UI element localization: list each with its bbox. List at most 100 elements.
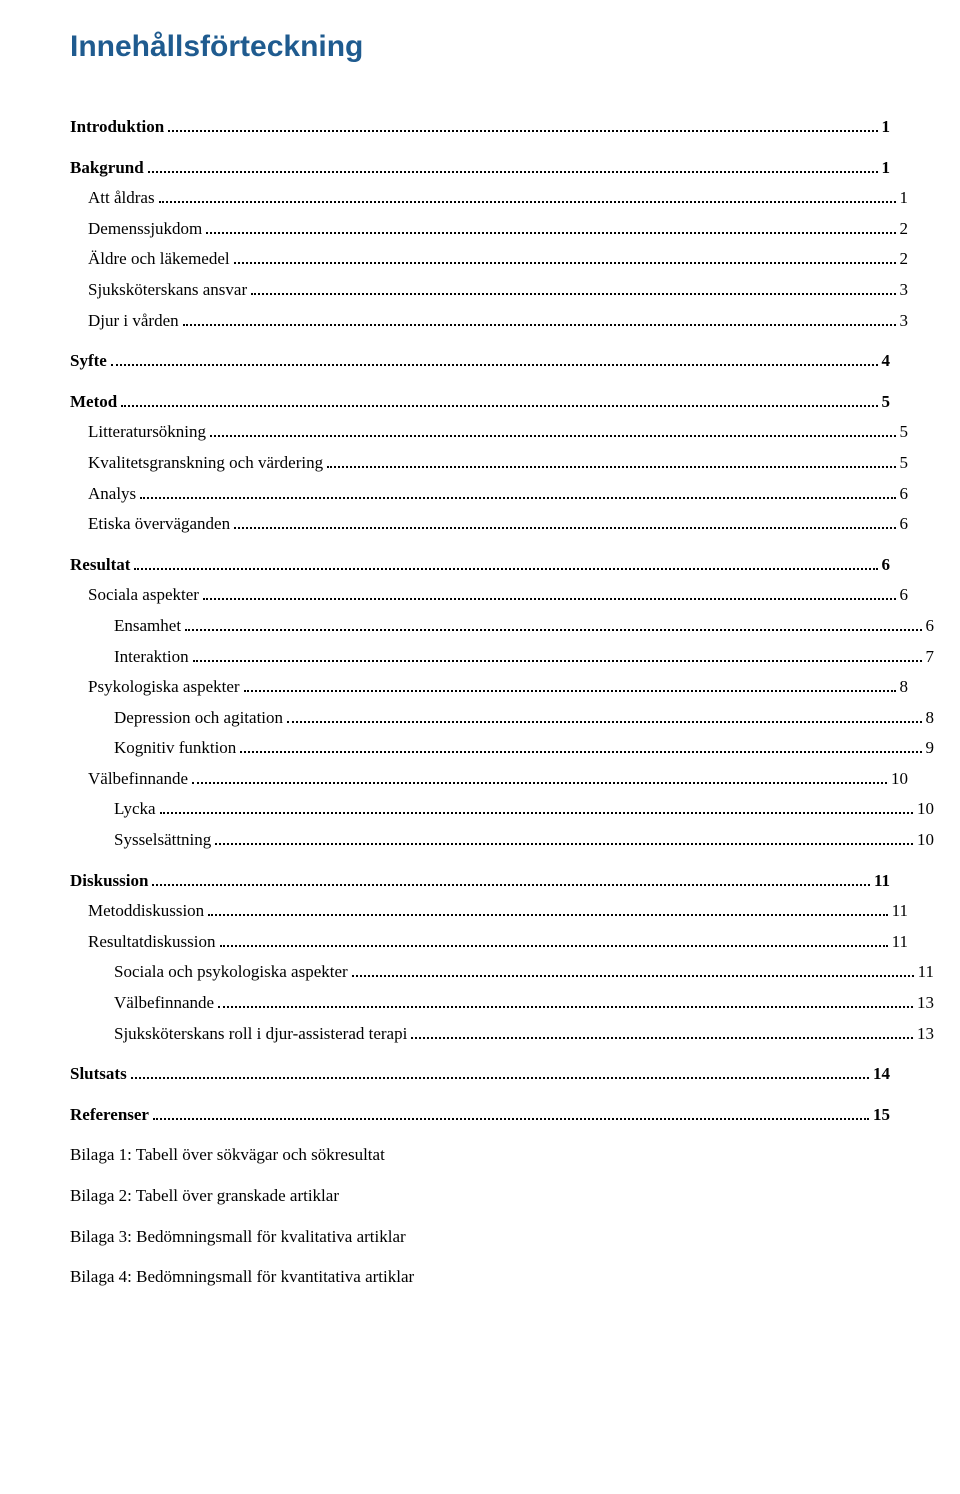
toc-leader-dots [240,738,921,753]
toc-leader-dots [159,188,896,203]
toc-label: Bilaga 2: Tabell över granskade artiklar [70,1181,339,1212]
toc-entry[interactable]: Bilaga 3: Bedömningsmall för kvalitativa… [70,1222,890,1253]
toc-label: Metoddiskussion [88,896,204,927]
toc-entry[interactable]: Ensamhet6 [114,611,934,642]
toc-leader-dots [121,391,877,406]
toc-label: Analys [88,479,136,510]
toc-page-number: 11 [874,866,890,897]
toc-label: Resultat [70,550,130,581]
toc-entry[interactable]: Sjuksköterskans ansvar3 [88,275,908,306]
toc-leader-dots [111,351,878,366]
section-gap [70,336,890,346]
toc-entry[interactable]: Analys6 [88,479,908,510]
toc-entry[interactable]: Kvalitetsgranskning och värdering5 [88,448,908,479]
toc-leader-dots [185,616,921,631]
toc-entry[interactable]: Psykologiska aspekter8 [88,672,908,703]
toc-label: Sysselsättning [114,825,211,856]
toc-page-number: 6 [882,550,891,581]
toc-page-number: 6 [900,580,909,611]
toc-leader-dots [411,1023,913,1038]
toc-leader-dots [234,514,895,529]
toc-entry[interactable]: Demenssjukdom2 [88,214,908,245]
toc-label: Slutsats [70,1059,127,1090]
toc-page-number: 13 [917,988,934,1019]
toc-entry[interactable]: Litteratursökning5 [88,417,908,448]
toc-entry[interactable]: Depression och agitation 8 [114,703,934,734]
toc-entry[interactable]: Bilaga 1: Tabell över sökvägar och sökre… [70,1140,890,1171]
toc-entry[interactable]: Äldre och läkemedel2 [88,244,908,275]
toc-entry[interactable]: Bilaga 2: Tabell över granskade artiklar [70,1181,890,1212]
toc-leader-dots [153,1105,869,1120]
section-gap [70,1252,890,1262]
table-of-contents: Introduktion1Bakgrund1Att åldras1Demenss… [70,112,890,1293]
toc-label: Sjuksköterskans ansvar [88,275,247,306]
toc-entry[interactable]: Djur i vården3 [88,306,908,337]
toc-label: Diskussion [70,866,148,897]
toc-page-number: 6 [900,509,909,540]
toc-leader-dots [327,453,895,468]
section-gap [70,1090,890,1100]
toc-entry[interactable]: Lycka10 [114,794,934,825]
toc-leader-dots [251,280,895,295]
toc-label: Bilaga 4: Bedömningsmall för kvantitativ… [70,1262,414,1293]
toc-entry[interactable]: Resultat 6 [70,550,890,581]
page-title: Innehållsförteckning [70,30,890,64]
toc-page-number: 11 [892,896,908,927]
toc-page-number: 11 [918,957,934,988]
toc-leader-dots [134,554,877,569]
section-gap [70,377,890,387]
toc-label: Litteratursökning [88,417,206,448]
toc-leader-dots [168,117,877,132]
page: Innehållsförteckning Introduktion1 Bakgru… [0,0,960,1494]
toc-label: Metod [70,387,117,418]
toc-entry[interactable]: Kognitiv funktion 9 [114,733,934,764]
toc-leader-dots [210,422,895,437]
toc-leader-dots [352,962,914,977]
toc-leader-dots [140,483,895,498]
toc-entry[interactable]: Sjuksköterskans roll i djur-assisterad t… [114,1019,934,1050]
toc-entry[interactable]: Sysselsättning 10 [114,825,934,856]
toc-entry[interactable]: Metoddiskussion 11 [88,896,908,927]
toc-page-number: 10 [917,794,934,825]
toc-entry[interactable]: Välbefinnande10 [88,764,908,795]
toc-entry[interactable]: Att åldras1 [88,183,908,214]
toc-label: Äldre och läkemedel [88,244,230,275]
toc-entry[interactable]: Diskussion 11 [70,866,890,897]
toc-page-number: 1 [882,153,891,184]
toc-leader-dots [183,310,896,325]
toc-entry[interactable]: Bakgrund 1 [70,153,890,184]
toc-entry[interactable]: Metod5 [70,387,890,418]
section-gap [70,143,890,153]
toc-leader-dots [203,585,896,600]
toc-entry[interactable]: Etiska överväganden6 [88,509,908,540]
toc-page-number: 8 [900,672,909,703]
toc-entry[interactable]: Slutsats14 [70,1059,890,1090]
toc-entry[interactable]: Syfte4 [70,346,890,377]
toc-entry[interactable]: Välbefinnande 13 [114,988,934,1019]
toc-leader-dots [160,799,913,814]
toc-page-number: 10 [917,825,934,856]
toc-page-number: 15 [873,1100,890,1131]
toc-entry[interactable]: Introduktion1 [70,112,890,143]
toc-label: Depression och agitation [114,703,283,734]
toc-page-number: 9 [926,733,935,764]
toc-label: Bakgrund [70,153,144,184]
section-gap [70,1212,890,1222]
toc-leader-dots [148,157,878,172]
toc-label: Kognitiv funktion [114,733,236,764]
toc-page-number: 8 [926,703,935,734]
toc-entry[interactable]: Bilaga 4: Bedömningsmall för kvantitativ… [70,1262,890,1293]
toc-label: Sjuksköterskans roll i djur-assisterad t… [114,1019,407,1050]
toc-leader-dots [208,901,887,916]
toc-entry[interactable]: Sociala och psykologiska aspekter11 [114,957,934,988]
toc-entry[interactable]: Sociala aspekter6 [88,580,908,611]
toc-label: Välbefinnande [114,988,214,1019]
toc-page-number: 1 [882,112,891,143]
toc-leader-dots [218,993,913,1008]
toc-entry[interactable]: Referenser15 [70,1100,890,1131]
toc-entry[interactable]: Resultatdiskussion11 [88,927,908,958]
toc-label: Syfte [70,346,107,377]
toc-page-number: 6 [926,611,935,642]
toc-label: Djur i vården [88,306,179,337]
toc-entry[interactable]: Interaktion7 [114,642,934,673]
